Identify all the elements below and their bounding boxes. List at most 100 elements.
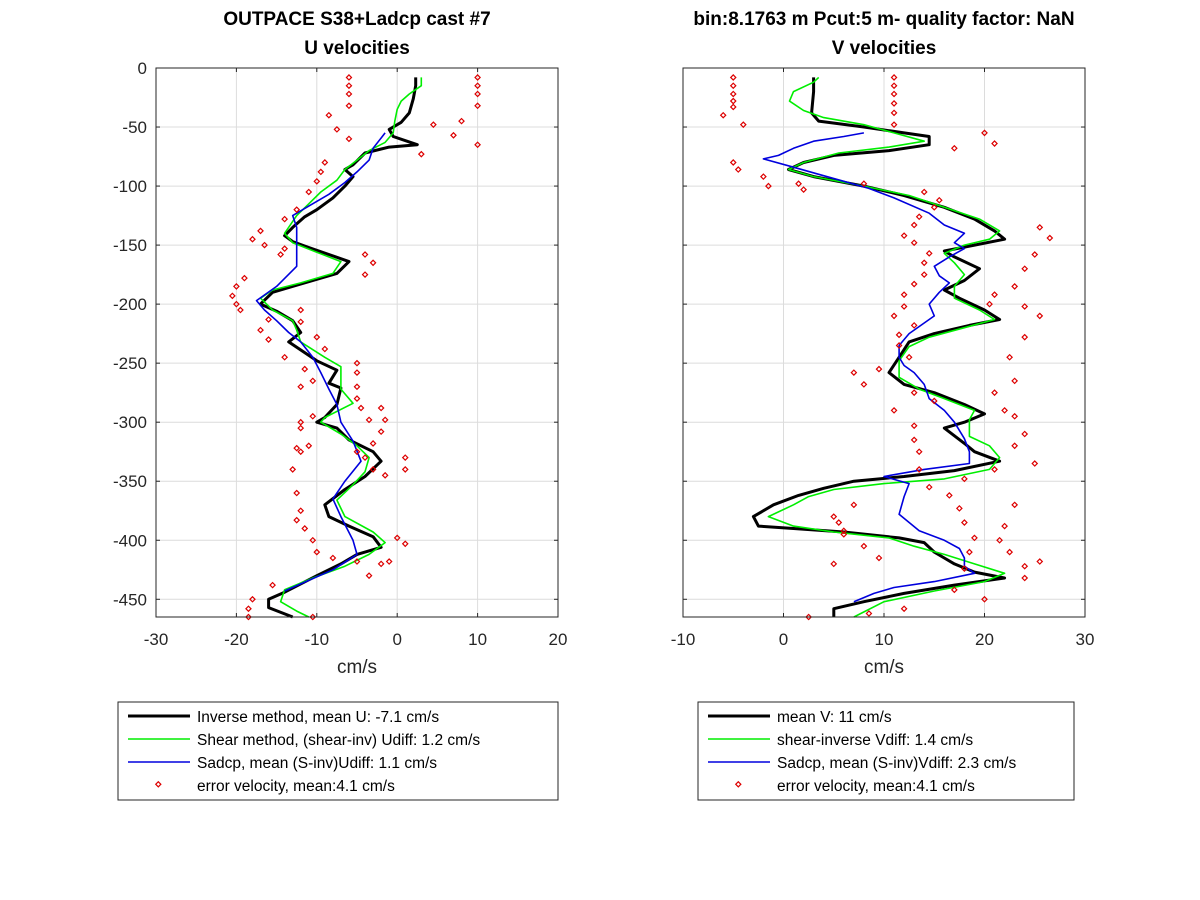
u-y-tick-label: -50 xyxy=(122,118,147,137)
v-error-point xyxy=(905,353,913,361)
v-error-point xyxy=(986,300,993,308)
u-error-point xyxy=(293,206,301,214)
u-error-point xyxy=(333,125,341,133)
v-error-point xyxy=(950,586,958,594)
v-error-point xyxy=(991,389,998,397)
v-error-point xyxy=(991,291,998,299)
u-error-point xyxy=(353,395,361,402)
v-error-point xyxy=(1011,412,1019,420)
u-error-point xyxy=(357,404,365,412)
u-error-point xyxy=(309,613,317,621)
u-x-tick-label: -10 xyxy=(305,630,330,649)
v-error-point xyxy=(760,173,767,181)
v-error-point xyxy=(835,519,843,526)
u-error-point xyxy=(265,336,272,343)
v-error-point xyxy=(920,188,928,196)
v-error-point xyxy=(910,280,918,288)
u-panel-subtitle: U velocities xyxy=(304,38,410,59)
u-y-tick-label: -300 xyxy=(113,413,147,432)
u-error-point xyxy=(369,440,377,447)
v-error-point xyxy=(925,249,933,257)
v-error-point xyxy=(991,140,998,147)
v-error-point xyxy=(875,365,883,373)
v-error-point xyxy=(729,103,737,111)
v-error-point xyxy=(1046,234,1054,242)
u-error-point xyxy=(377,404,385,412)
v-x-tick-label: 20 xyxy=(975,630,994,649)
u-error-point xyxy=(277,251,285,258)
u-error-point xyxy=(293,444,301,452)
v-legend-entry-sadcp: Sadcp, mean (S-inv)Vdiff: 2.3 cm/s xyxy=(777,755,1016,772)
u-y-tick-label: 0 xyxy=(138,59,147,78)
v-error-point xyxy=(1021,303,1029,310)
u-error-point xyxy=(257,326,264,334)
u-error-point xyxy=(353,558,361,565)
u-error-point xyxy=(309,536,317,544)
v-error-point xyxy=(935,196,943,204)
u-y-tick-label: -250 xyxy=(113,354,147,373)
v-error-point xyxy=(915,213,923,221)
v-error-point xyxy=(860,180,868,188)
v-legend-swatch-error xyxy=(734,780,742,788)
v-error-point xyxy=(900,291,908,299)
u-x-tick-label: 0 xyxy=(392,630,401,649)
v-error-point xyxy=(961,475,968,483)
u-error-point xyxy=(245,605,252,613)
u-legend-entry-shear: Shear method, (shear-inv) Udiff: 1.2 cm/… xyxy=(197,732,480,749)
u-error-point xyxy=(381,471,389,479)
u-error-point xyxy=(233,283,240,290)
v-error-point xyxy=(729,74,737,81)
u-x-axis-label: cm/s xyxy=(337,657,377,678)
u-error-point xyxy=(329,554,337,562)
v-error-point xyxy=(890,109,898,117)
v-error-point xyxy=(996,536,1003,544)
v-x-tick-label: 30 xyxy=(1076,630,1095,649)
u-legend-entry-inverse: Inverse method, mean U: -7.1 cm/s xyxy=(197,709,439,726)
u-error-point xyxy=(353,369,361,377)
u-legend-entry-sadcp: Sadcp, mean (S-inv)Udiff: 1.1 cm/s xyxy=(197,755,437,772)
u-error-point xyxy=(325,111,333,119)
v-error-point xyxy=(895,342,903,349)
u-error-point xyxy=(245,613,252,621)
u-error-point xyxy=(401,540,409,548)
u-error-point xyxy=(305,188,313,196)
v-error-point xyxy=(805,613,813,621)
u-error-point xyxy=(297,448,305,456)
u-error-point xyxy=(249,235,256,243)
u-error-point xyxy=(241,274,248,282)
u-error-point xyxy=(365,572,373,580)
v-error-point xyxy=(850,501,858,509)
u-error-point xyxy=(353,359,361,367)
u-x-tick-label: -20 xyxy=(224,630,249,649)
v-x-tick-label: 10 xyxy=(875,630,894,649)
v-error-point xyxy=(1021,430,1029,438)
u-error-point xyxy=(297,507,305,515)
v-error-point xyxy=(1011,283,1019,290)
v-error-point xyxy=(1036,312,1044,320)
v-error-point xyxy=(915,466,923,473)
v-error-point xyxy=(991,466,998,473)
u-error-point xyxy=(361,251,369,258)
u-error-point xyxy=(361,454,369,462)
v-error-point xyxy=(865,610,873,617)
v-series-sadcp-line xyxy=(762,132,976,603)
u-error-point xyxy=(297,383,305,391)
u-error-point xyxy=(321,345,329,353)
v-error-point xyxy=(900,232,908,240)
u-error-point xyxy=(458,117,465,125)
v-error-point xyxy=(950,144,958,152)
v-error-point xyxy=(910,239,918,247)
u-error-point xyxy=(281,245,289,253)
v-error-point xyxy=(1021,265,1029,273)
v-error-point xyxy=(915,448,923,456)
u-y-tick-label: -150 xyxy=(113,236,147,255)
v-error-point xyxy=(1021,574,1029,582)
u-error-point xyxy=(345,102,353,110)
u-error-point xyxy=(474,102,481,110)
u-error-point xyxy=(257,227,264,235)
v-error-point xyxy=(739,121,747,129)
v-series-error-velocity xyxy=(719,74,1054,621)
u-error-point xyxy=(361,271,369,279)
v-error-point xyxy=(890,82,898,90)
